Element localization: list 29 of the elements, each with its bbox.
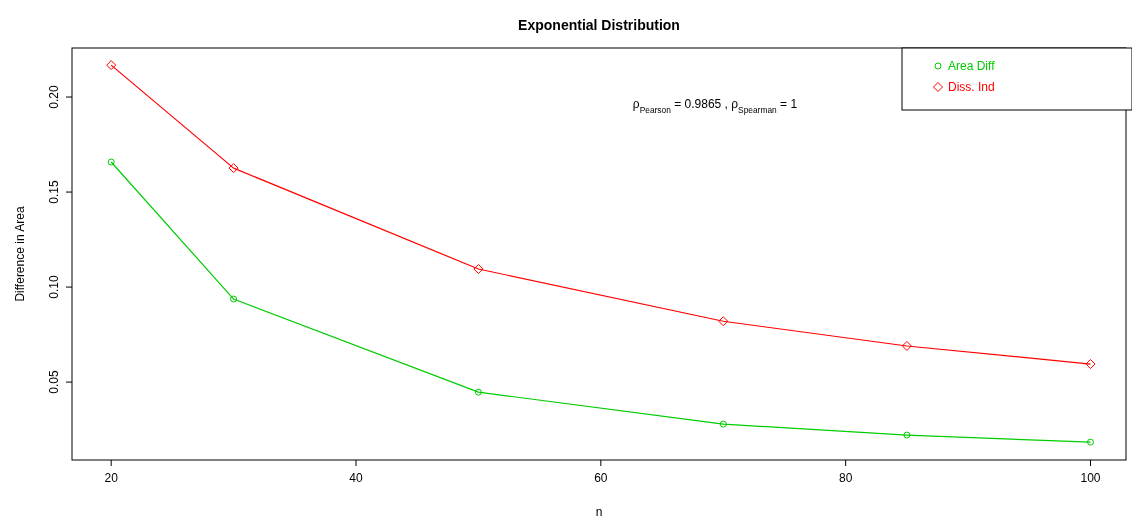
point: [106, 60, 117, 71]
annotation: ρ$_{Pearson}$ = 0.9865 , ρ$_{Spearman}$ = 1: [632, 97, 798, 115]
legend-label: Area Diff: [948, 59, 996, 73]
y-tick-label: 0.15: [47, 180, 61, 204]
point: [107, 158, 115, 166]
legend-item: Diss. Ind: [933, 80, 995, 94]
point: [230, 295, 238, 303]
y-axis-title: Difference in Area: [13, 206, 27, 302]
point: [474, 388, 482, 396]
point: [1087, 438, 1094, 446]
chart-title: Exponential Distribution: [518, 17, 680, 33]
point: [473, 264, 484, 275]
point: [903, 431, 911, 439]
point: [228, 163, 239, 174]
legend-item: Area Diff: [934, 59, 995, 73]
point: [1085, 359, 1096, 370]
point: [718, 316, 729, 327]
y-tick-label: 0.10: [47, 275, 61, 299]
x-tick-label: 20: [104, 471, 119, 485]
x-tick-label: 60: [594, 471, 608, 485]
y-tick-label: 0.05: [47, 370, 61, 394]
point: [719, 420, 727, 428]
x-tick-label: 80: [838, 471, 853, 485]
y-tick-label: 0.20: [47, 85, 61, 109]
legend-label: Diss. Ind: [948, 80, 995, 94]
x-axis-title: n: [595, 505, 603, 519]
x-tick-label: 40: [349, 471, 363, 485]
point: [901, 340, 912, 351]
x-tick-label: 100: [1080, 471, 1101, 485]
